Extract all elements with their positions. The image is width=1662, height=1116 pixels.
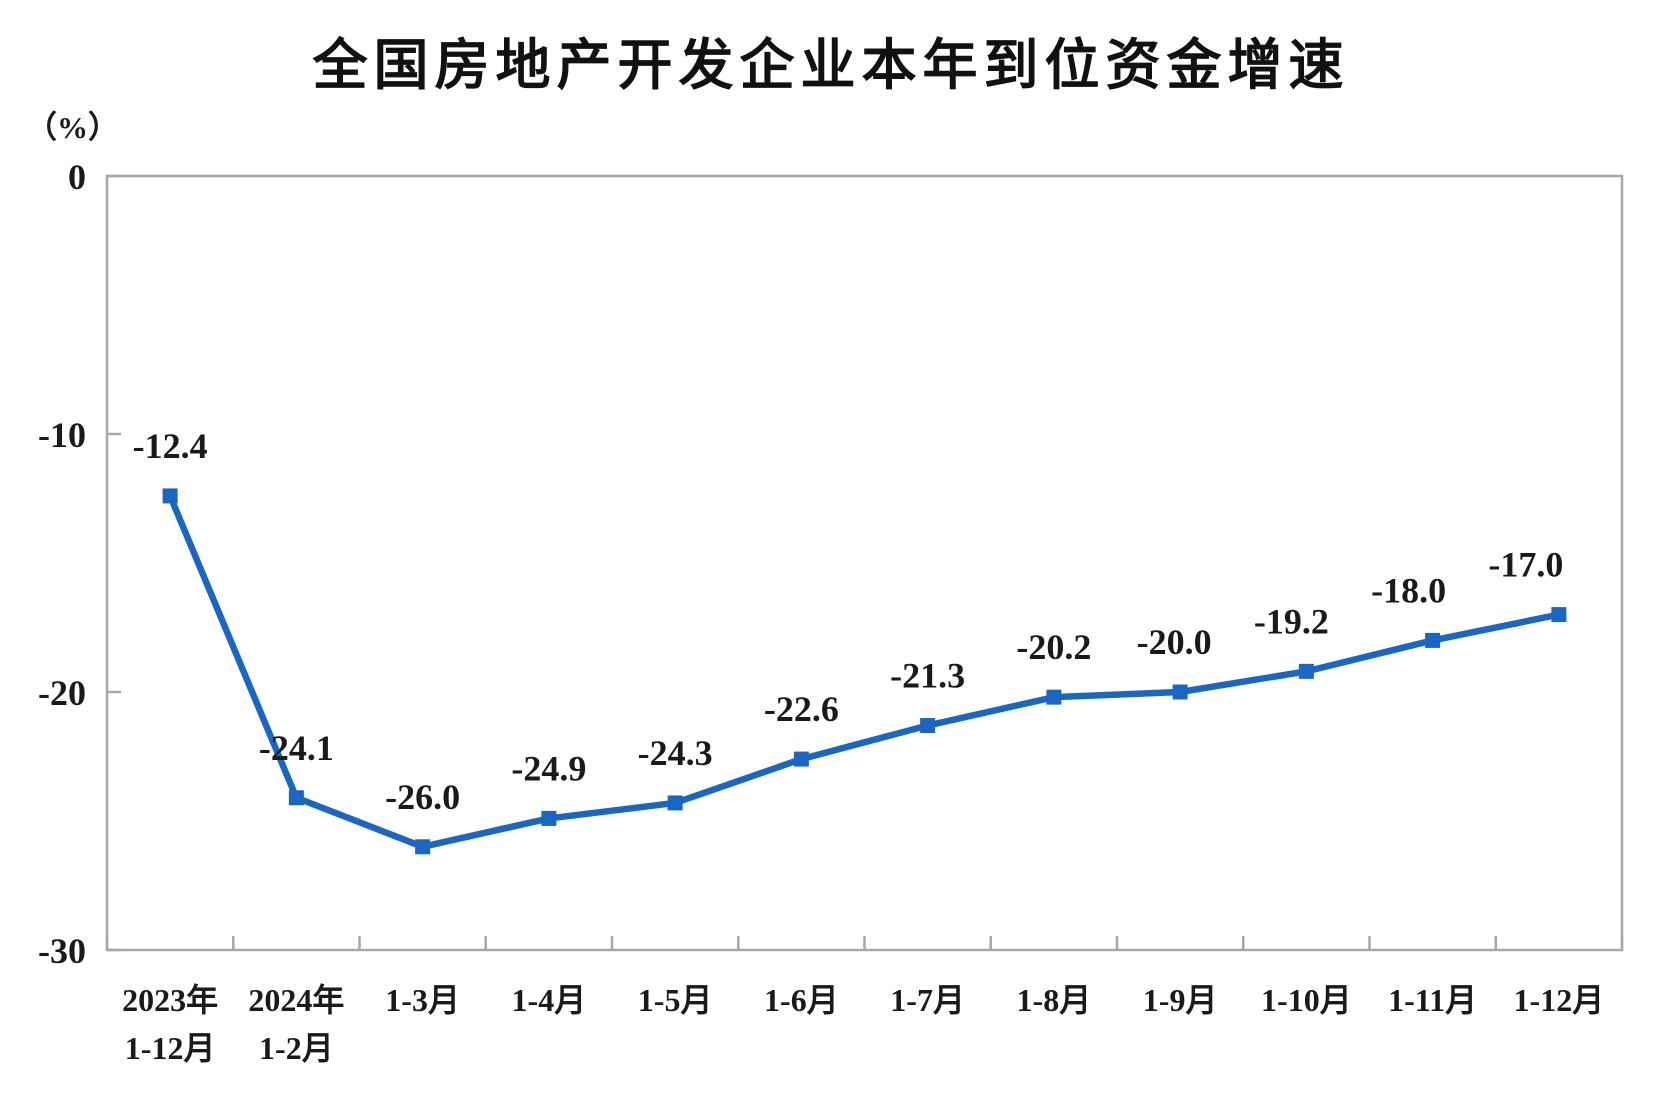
data-label: -18.0 bbox=[1371, 570, 1446, 610]
data-point-marker bbox=[920, 718, 936, 734]
data-point-marker bbox=[1046, 689, 1062, 705]
x-tick-label: 1-10月 bbox=[1261, 982, 1352, 1018]
data-point-marker bbox=[1172, 684, 1188, 700]
data-point-marker bbox=[667, 795, 683, 811]
x-tick-label: 1-5月 bbox=[638, 982, 713, 1018]
data-point-marker bbox=[162, 488, 178, 504]
data-label: -24.1 bbox=[259, 728, 334, 768]
chart-title: 全国房地产开发企业本年到位资金增速 bbox=[312, 34, 1350, 96]
data-label: -26.0 bbox=[385, 777, 460, 817]
data-label: -19.2 bbox=[1254, 601, 1329, 641]
data-point-marker bbox=[415, 839, 431, 855]
data-label: -24.3 bbox=[638, 733, 713, 773]
data-point-marker bbox=[1425, 632, 1441, 648]
data-label: -22.6 bbox=[764, 689, 839, 729]
data-point-marker bbox=[541, 810, 557, 826]
y-tick-label: -30 bbox=[38, 931, 86, 971]
x-tick-label: 1-3月 bbox=[385, 982, 460, 1018]
data-point-marker bbox=[288, 790, 304, 806]
x-tick-label: 1-8月 bbox=[1017, 982, 1092, 1018]
x-tick-label: 1-9月 bbox=[1143, 982, 1218, 1018]
data-point-marker bbox=[1551, 607, 1567, 623]
y-tick-label: -10 bbox=[38, 415, 86, 455]
y-tick-label: -20 bbox=[38, 673, 86, 713]
data-label: -24.9 bbox=[511, 748, 586, 788]
data-label: -20.0 bbox=[1137, 622, 1212, 662]
x-tick-label: 2023年 1-12月 bbox=[122, 982, 218, 1066]
x-tick-label: 1-7月 bbox=[890, 982, 965, 1018]
series-line bbox=[166, 492, 1563, 851]
data-label: -20.2 bbox=[1016, 627, 1091, 667]
data-label: -12.4 bbox=[133, 426, 208, 466]
y-axis-unit-label: （%） bbox=[26, 110, 119, 145]
x-tick-label: 1-6月 bbox=[764, 982, 839, 1018]
data-point-marker bbox=[793, 751, 809, 767]
x-tick-label: 1-4月 bbox=[512, 982, 587, 1018]
x-tick-label: 2024年 1-2月 bbox=[248, 982, 344, 1066]
y-tick-label: 0 bbox=[68, 157, 86, 197]
data-label: -17.0 bbox=[1488, 545, 1563, 585]
data-point-marker bbox=[1298, 663, 1314, 679]
plot-border bbox=[105, 174, 1624, 952]
x-tick-label: 1-11月 bbox=[1388, 982, 1477, 1018]
x-tick-label: 1-12月 bbox=[1514, 982, 1605, 1018]
data-label: -21.3 bbox=[890, 656, 965, 696]
